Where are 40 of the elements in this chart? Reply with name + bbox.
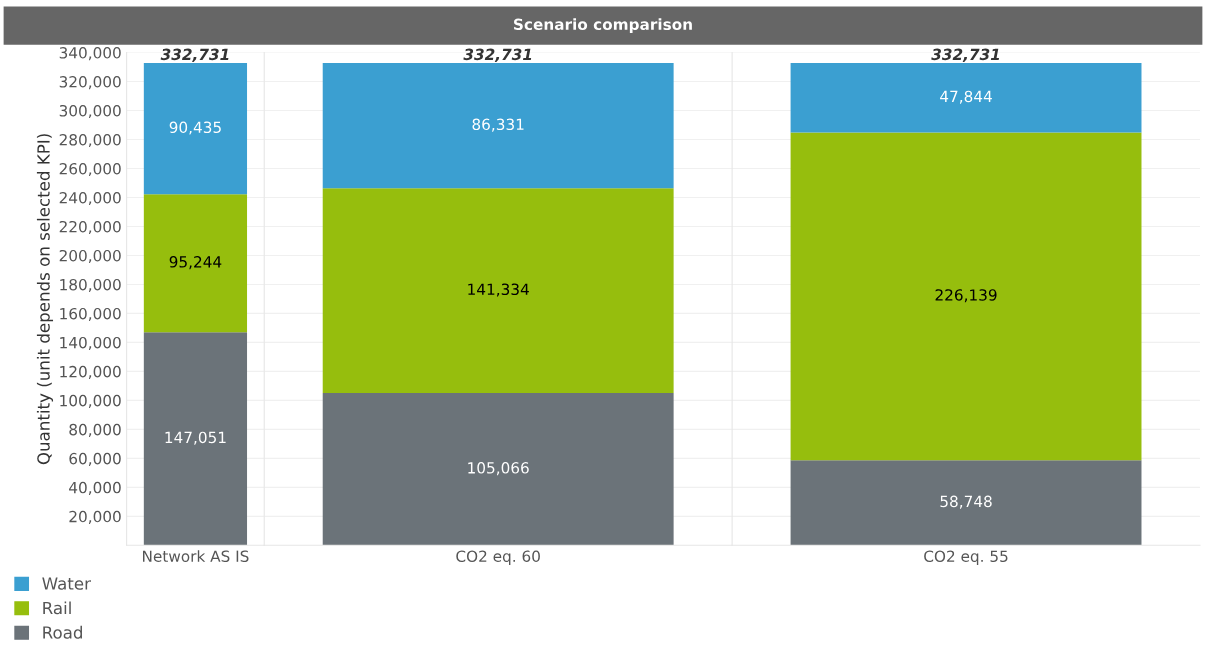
y-tick-label: 80,000 (69, 423, 121, 437)
text: Scenario comparison (514, 18, 692, 34)
x-tick-label: Network AS IS (143, 550, 249, 562)
legend-label: Water (42, 577, 91, 590)
bar (143, 332, 248, 546)
data-label: 105,066 (468, 462, 529, 476)
y-axis-title: Quantity (unit depends on selected KPI) (36, 134, 54, 465)
data-label: 95,244 (169, 256, 222, 270)
y-tick-label: 300,000 (59, 105, 121, 119)
y-tick-label: 320,000 (59, 76, 121, 90)
y-tick-label: 200,000 (59, 249, 121, 264)
x-tick-label: CO2 eq. 55 (924, 550, 1008, 565)
y-tick-label: 100,000 (60, 394, 121, 408)
y-tick-label: 140,000 (60, 336, 121, 350)
total-label: 332,731 (160, 48, 229, 63)
data-label: 58,748 (940, 495, 992, 509)
data-label: 90,435 (169, 121, 221, 135)
bar (143, 194, 248, 333)
y-tick-label: 180,000 (60, 278, 121, 293)
y-tick-label: 220,000 (59, 220, 121, 235)
y-tick-label: 340,000 (59, 47, 121, 61)
y-tick-label: 20,000 (69, 510, 121, 524)
y-tick-label: 160,000 (60, 307, 121, 322)
data-label: 141,334 (468, 283, 529, 297)
y-tick-label: 40,000 (69, 481, 121, 495)
bar (143, 63, 248, 195)
y-tick-label: 280,000 (59, 133, 121, 148)
x-tick-label: CO2 eq. 60 (456, 550, 540, 565)
y-tick-label: 60,000 (69, 452, 121, 466)
y-tick-label: 260,000 (59, 162, 121, 177)
data-label: 86,331 (472, 118, 524, 132)
y-tick-label: 120,000 (60, 365, 121, 379)
legend-label: Rail (43, 601, 71, 615)
data-label: 226,139 (935, 289, 997, 303)
data-label: 147,051 (165, 431, 226, 445)
data-label: 47,844 (940, 90, 992, 104)
total-label: 332,731 (931, 48, 1000, 63)
legend-label: Road (43, 625, 82, 639)
y-tick-label: 240,000 (59, 191, 121, 206)
total-label: 332,731 (463, 48, 532, 63)
